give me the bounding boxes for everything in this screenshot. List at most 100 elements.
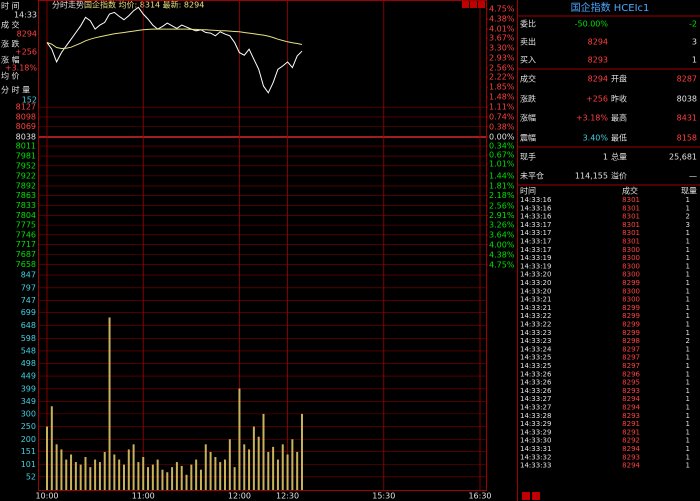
price-line xyxy=(46,28,303,50)
volume-bar xyxy=(300,413,303,490)
volume-bar xyxy=(147,467,150,490)
volume-bar xyxy=(209,451,212,490)
y-tick-label: 7746 xyxy=(16,230,36,239)
x-tick-label: 11:00 xyxy=(132,492,155,501)
volume-bar xyxy=(276,459,279,490)
tab-button[interactable] xyxy=(532,492,540,500)
tick-volume: 1 xyxy=(686,462,690,470)
quote-label: 震幅 xyxy=(520,133,536,143)
tick-price: 8291 xyxy=(622,420,640,428)
quote-value: 3.40% xyxy=(583,134,609,143)
tick-time: 14:33:24 xyxy=(520,345,552,353)
y2-tick-label: 2.18% xyxy=(489,191,515,200)
y2-tick-label: 0.34% xyxy=(489,142,515,151)
tick-time: 14:33:23 xyxy=(520,329,551,337)
y2-tick-label: 1.44% xyxy=(489,171,515,180)
panel-value: +256 xyxy=(15,48,37,57)
y-tick-label: 200 xyxy=(21,435,36,444)
y-tick-label: 7687 xyxy=(16,250,36,259)
volume-bar xyxy=(228,439,231,490)
tick-price: 8297 xyxy=(622,345,640,353)
y-tick-label: 699 xyxy=(21,308,36,317)
volume-bar xyxy=(98,462,101,490)
tick-price: 8301 xyxy=(622,196,640,204)
tick-time: 14:33:16 xyxy=(520,204,552,212)
tick-volume: 2 xyxy=(686,213,690,221)
tick-volume: 1 xyxy=(686,196,690,204)
tick-price: 8301 xyxy=(622,204,640,212)
tick-volume: 1 xyxy=(686,329,690,337)
tick-volume: 3 xyxy=(686,221,690,229)
volume-bar xyxy=(262,413,265,490)
ticks-header: 成交 xyxy=(622,186,638,196)
volume-bar xyxy=(166,472,169,490)
panel-value: 152 xyxy=(22,96,37,105)
tick-price: 8300 xyxy=(622,246,640,254)
tick-volume: 1 xyxy=(686,287,690,295)
quote-value: 8038 xyxy=(677,95,697,104)
quote-label: 最高 xyxy=(611,113,627,123)
quote-label: 溢价 xyxy=(611,171,627,181)
y-tick-label: 349 xyxy=(21,397,36,406)
panel-label: 涨 幅 xyxy=(1,55,20,65)
y-tick-label: 847 xyxy=(21,271,36,280)
y-tick-label: 52 xyxy=(26,472,36,481)
volume-bar xyxy=(84,457,87,490)
window-button[interactable] xyxy=(470,1,477,8)
quote-value: 8431 xyxy=(677,114,697,123)
volume-bar xyxy=(161,469,164,490)
quote-value: +256 xyxy=(586,95,608,104)
tick-price: 8301 xyxy=(622,221,640,229)
y2-tick-label: 1.11% xyxy=(489,103,515,112)
quote-value: 1 xyxy=(692,56,697,65)
tick-volume: 1 xyxy=(686,437,690,445)
tick-price: 8294 xyxy=(622,395,640,403)
tick-time: 14:33:17 xyxy=(520,238,551,246)
tick-price: 8293 xyxy=(622,412,640,420)
quote-label: 卖出 xyxy=(520,37,536,47)
tick-volume: 1 xyxy=(686,262,690,270)
tick-volume: 1 xyxy=(686,420,690,428)
y-tick-label: 399 xyxy=(21,384,36,393)
volume-bar xyxy=(296,451,299,490)
y2-tick-label: 0.67% xyxy=(489,151,515,160)
tick-time: 14:33:26 xyxy=(520,370,552,378)
ticks-header: 时间 xyxy=(520,186,536,196)
y2-tick-label: 1.81% xyxy=(489,181,515,190)
tick-volume: 1 xyxy=(686,379,690,387)
tick-volume: 1 xyxy=(686,345,690,353)
volume-bar xyxy=(281,444,284,490)
y2-tick-label: 2.56% xyxy=(489,201,515,210)
y-tick-label: 7952 xyxy=(16,161,36,170)
y2-tick-label: 1.85% xyxy=(489,83,515,92)
tick-volume: 1 xyxy=(686,404,690,412)
tick-price: 8297 xyxy=(622,354,640,362)
quote-value: 8294 xyxy=(588,75,608,84)
tick-price: 8295 xyxy=(622,379,640,387)
tab-button[interactable] xyxy=(522,492,530,500)
window-button[interactable] xyxy=(462,1,469,8)
tick-volume: 2 xyxy=(686,337,690,345)
tick-time: 14:33:26 xyxy=(520,387,552,395)
tick-volume: 1 xyxy=(686,312,690,320)
chart-header: 分时走势 xyxy=(52,0,84,10)
tick-volume: 1 xyxy=(686,387,690,395)
volume-bar xyxy=(156,459,159,490)
tick-price: 8301 xyxy=(622,213,640,221)
tick-time: 14:33:32 xyxy=(520,453,551,461)
tick-volume: 1 xyxy=(686,254,690,262)
y2-tick-label: 3.67% xyxy=(489,34,515,43)
quote-label: 最低 xyxy=(611,133,627,143)
quote-value: 8294 xyxy=(588,38,608,47)
tick-time: 14:33:30 xyxy=(520,437,551,445)
tick-price: 8301 xyxy=(622,229,640,237)
y-tick-label: 300 xyxy=(21,409,36,418)
tick-time: 14:33:22 xyxy=(520,312,551,320)
window-button[interactable] xyxy=(478,1,485,8)
volume-bar xyxy=(113,454,116,490)
volume-bar xyxy=(185,474,188,490)
tick-time: 14:33:17 xyxy=(520,221,551,229)
volume-bar xyxy=(257,436,260,490)
volume-bar xyxy=(132,444,135,490)
volume-bar xyxy=(65,459,68,490)
